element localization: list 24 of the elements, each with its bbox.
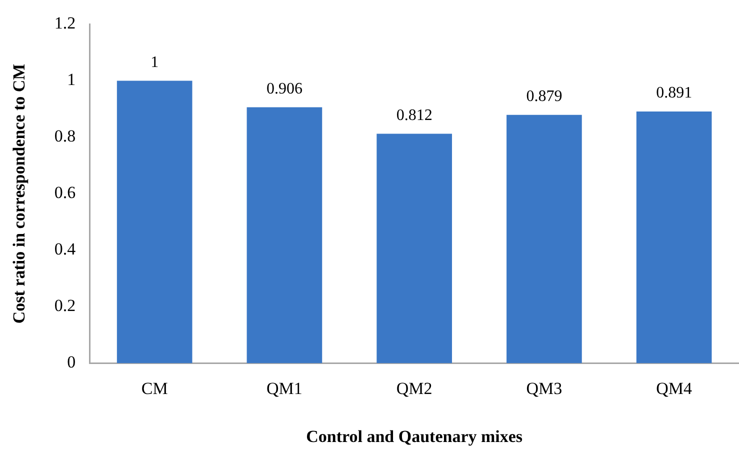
bar [246,107,322,364]
y-tick-label: 1 [67,70,76,90]
x-tick-label: CM [141,378,168,398]
data-label: 0.812 [396,107,432,124]
bar [636,111,712,364]
y-tick-label: 0 [67,352,76,372]
y-tick-label: 0.2 [54,296,76,316]
x-tick-label: QM2 [396,378,432,398]
y-tick-label: 0.4 [54,240,76,259]
x-tick-label: QM3 [526,378,562,398]
data-label: 0.891 [656,84,692,102]
data-label: 0.906 [266,80,302,98]
data-label: 1 [150,54,159,71]
y-tick-label: 0.8 [54,126,76,146]
y-axis-title: Cost ratio in correspondence to CM [10,64,29,324]
x-tick-label: QM1 [266,378,302,398]
bar [506,114,582,364]
y-tick-label: 1.2 [54,14,76,33]
x-axis-title: Control and Qautenary mixes [306,427,523,446]
y-tick-label: 0.6 [54,183,76,202]
bar [376,134,452,364]
x-tick-label: QM4 [656,378,693,398]
bar [116,80,192,364]
data-label: 0.879 [526,88,562,106]
